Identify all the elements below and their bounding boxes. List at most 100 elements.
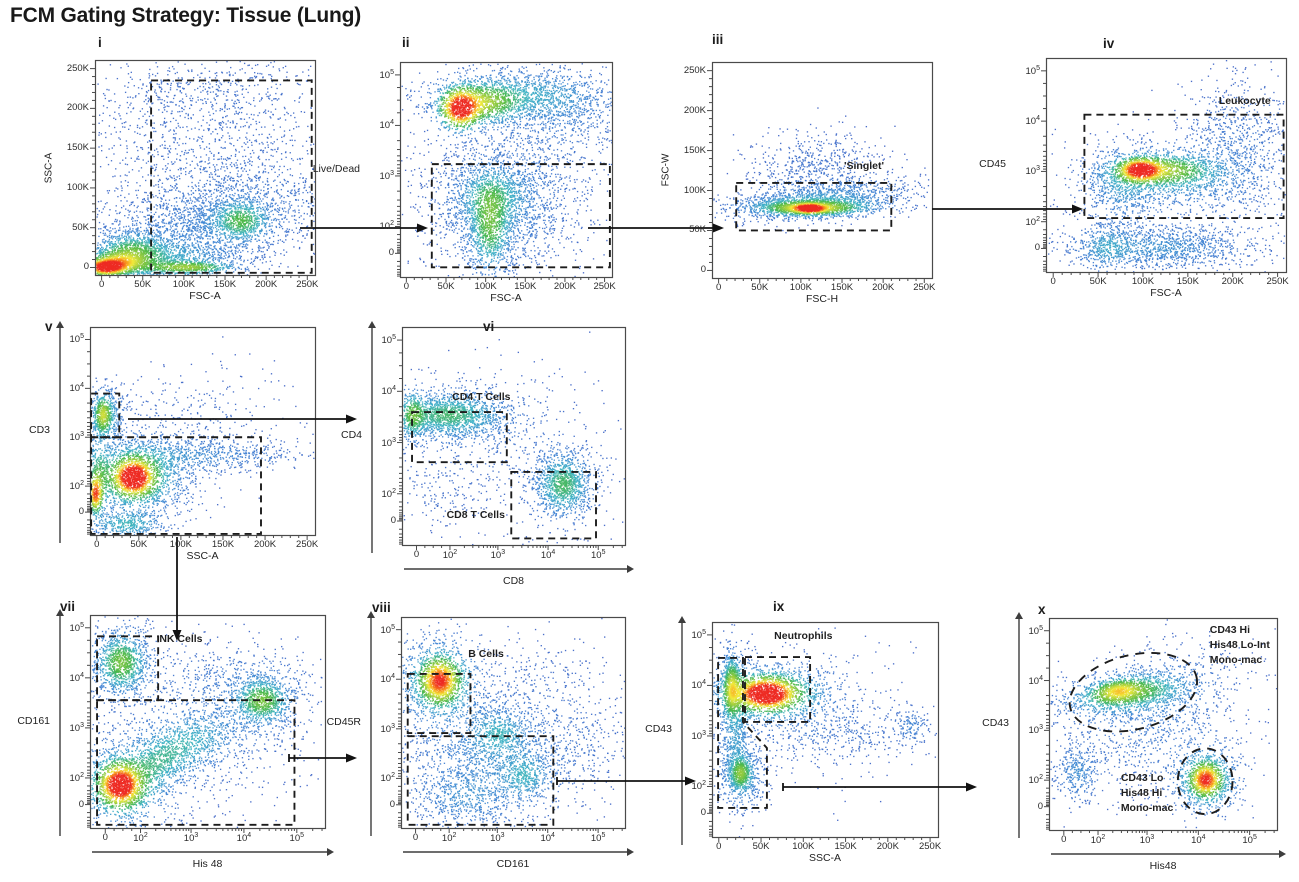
y-tick-label: 105 <box>691 628 706 642</box>
x-tick-label: 105 <box>590 549 606 562</box>
x-tick-label: 150K <box>1176 276 1199 287</box>
x-tick-label: 104 <box>540 832 555 845</box>
gate-label: CD4 T Cells <box>452 391 511 404</box>
plot-iii: iii 0 50K 100K 150K 200K 250K 250K 200K 150K 100K 5… <box>661 32 936 305</box>
x-tick-label: 200K <box>553 281 577 292</box>
y-tick-label: 0 <box>700 264 706 276</box>
y-axis-title: FSC-W <box>660 153 672 187</box>
x-tick-label: 102 <box>441 832 457 845</box>
y-tick-label: 103 <box>1028 724 1043 737</box>
y-tick-label: 105 <box>1025 64 1040 77</box>
y-tick-label: 104 <box>379 119 394 132</box>
y-tick-label: 0 <box>388 247 394 259</box>
x-tick-label: 103 <box>490 549 506 562</box>
x-tick-label: 102 <box>133 832 148 845</box>
x-tick-label: 200K <box>872 282 895 293</box>
x-tick-label: 50K <box>437 281 455 292</box>
x-tick-label: 0 <box>715 282 722 293</box>
y-tick-label: 50K <box>72 221 89 233</box>
gate-label: Neutrophils <box>774 629 833 642</box>
y-tick-label: 0 <box>78 506 84 518</box>
x-tick-label: 250K <box>296 279 319 290</box>
x-tick-label: 0 <box>716 841 722 852</box>
x-tick-label: 100K <box>1131 276 1155 287</box>
x-tick-label: 105 <box>289 832 305 845</box>
plot-viii: viii 0 102 103 104 105 105 104 103 102 0 CD161 CD45R… <box>327 600 625 870</box>
x-tick-label: 100K <box>474 281 497 292</box>
y-tick-label: 104 <box>380 673 395 686</box>
plot-numeral: ii <box>402 35 410 50</box>
y-tick-label: 0 <box>83 261 89 273</box>
x-tick-label: 200K <box>255 279 278 290</box>
y-tick-label: 104 <box>1025 115 1040 128</box>
x-tick-label: 200K <box>253 539 277 550</box>
annotation-line: CD43 Hi <box>1209 624 1250 637</box>
x-axis-title: CD161 <box>496 858 530 870</box>
x-axis-title: FSC-A <box>189 290 221 302</box>
y-axis-title: Live/Dead <box>312 162 360 175</box>
annotation-line: His48 Lo-Int <box>1209 639 1270 652</box>
annotation-line: Mono-mac <box>1209 654 1263 667</box>
gate-annotation: CD43 Lo His48 Hi Mono-mac <box>1121 771 1174 816</box>
x-tick-label: 50K <box>752 841 770 852</box>
x-tick-label: 50K <box>130 539 148 550</box>
y-tick-label: 104 <box>691 679 706 692</box>
annotation-line: CD43 Lo <box>1120 771 1164 784</box>
x-tick-label: 0 <box>412 832 419 843</box>
y-tick-label: 103 <box>379 169 394 183</box>
gate-label: CD8 T Cells <box>446 509 505 522</box>
gate-annotation: CD43 Hi His48 Lo-Int Mono-mac <box>1210 623 1270 668</box>
x-axis-title: SSC-A <box>808 852 842 864</box>
y-axis-title: CD3 <box>28 424 50 436</box>
plot-ix: ix 0 50K 100K 150K 200K 250K 105 104 103 102 0 SSC-A… <box>645 599 941 864</box>
x-tick-label: 100K <box>172 279 195 290</box>
y-tick-label: 0 <box>390 515 396 527</box>
x-tick-label: 250K <box>1266 276 1289 287</box>
y-tick-label: 104 <box>69 382 84 395</box>
y-tick-label: 150K <box>66 142 89 154</box>
y-axis-title: CD45 <box>979 158 1006 170</box>
x-tick-label: 100K <box>792 841 815 852</box>
x-axis-title: His48 <box>1149 860 1177 872</box>
y-tick-label: 0 <box>700 807 706 819</box>
y-tick-label: 103 <box>691 729 706 743</box>
x-axis-title: SSC-A <box>186 550 219 562</box>
x-tick-label: 150K <box>211 539 235 550</box>
x-tick-label: 105 <box>1242 834 1257 847</box>
y-axis-title: CD161 <box>17 714 50 727</box>
x-tick-label: 150K <box>830 282 854 293</box>
y-tick-label: 250K <box>683 64 706 76</box>
x-tick-label: 104 <box>236 832 252 845</box>
plot-i: i 0 50K 100K 150K 200K 250K 250K 200K 150K 100K 50K… <box>44 35 319 302</box>
x-tick-label: 200K <box>876 841 899 852</box>
x-tick-label: 102 <box>1090 834 1106 847</box>
x-axis-title: FSC-A <box>490 292 522 304</box>
y-tick-label: 102 <box>1028 774 1043 787</box>
y-tick-label: 50K <box>689 224 706 236</box>
x-tick-label: 100K <box>789 282 812 293</box>
plot-x: x 0 102 103 104 105 105 104 103 102 0 His48 CD43 CD43… <box>982 602 1277 872</box>
gate-label: Leukocyte <box>1218 95 1271 108</box>
plot-numeral: v <box>45 319 53 334</box>
y-axis-title: CD43 <box>982 717 1009 729</box>
x-axis-title: His 48 <box>192 858 223 870</box>
plot-v: v 0 50K 100K 150K 200K 250K 105 104 103 102 0 SSC-A C… <box>29 319 318 562</box>
y-tick-label: 102 <box>379 220 394 233</box>
y-tick-label: 104 <box>1028 674 1043 687</box>
x-tick-label: 0 <box>403 281 410 292</box>
y-tick-label: 104 <box>69 671 84 684</box>
y-tick-label: 103 <box>69 431 84 444</box>
y-tick-label: 105 <box>380 623 395 636</box>
y-tick-label: 103 <box>381 436 396 449</box>
x-tick-label: 200K <box>1221 276 1244 287</box>
y-tick-label: 103 <box>69 721 84 735</box>
x-tick-label: 0 <box>98 279 105 290</box>
plot-numeral: iii <box>712 32 724 47</box>
x-tick-label: 50K <box>1089 276 1107 287</box>
y-tick-label: 102 <box>69 771 84 785</box>
y-tick-label: 105 <box>379 68 394 82</box>
gate-label: NK Cells <box>159 633 203 646</box>
x-tick-label: 150K <box>213 279 237 290</box>
